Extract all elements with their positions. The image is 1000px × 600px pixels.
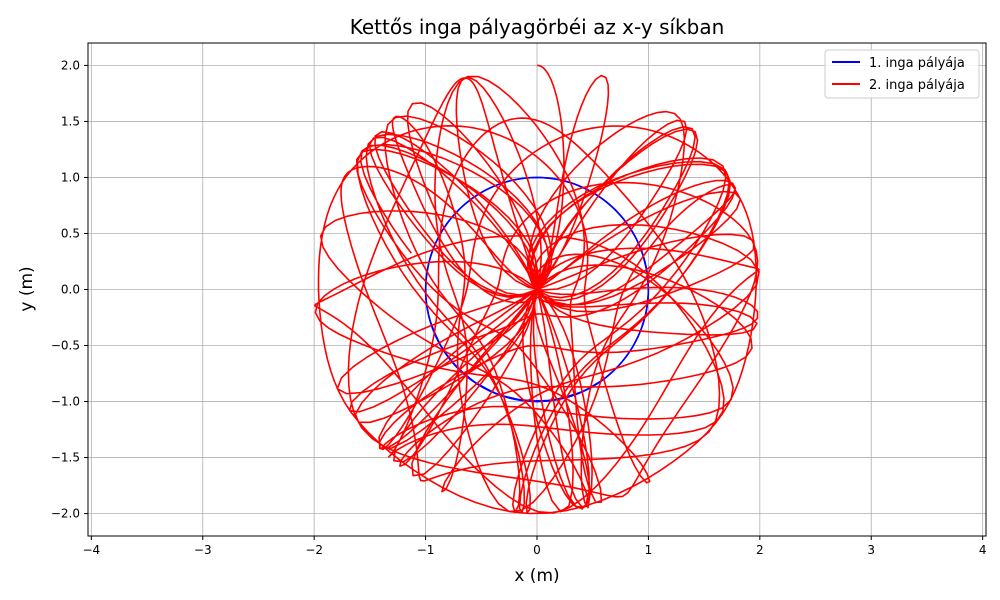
y-tick-label: −0.5 bbox=[51, 339, 80, 353]
y-tick-label: 2.0 bbox=[61, 58, 80, 72]
legend-box bbox=[824, 49, 980, 99]
y-tick-label: −2.0 bbox=[51, 507, 80, 521]
y-axis: −2.0 −1.5 −1.0 −0.5 0.0 0.5 1.0 1.5 2.0 bbox=[51, 58, 88, 521]
y-tick-label: 0.5 bbox=[61, 226, 80, 240]
x-tick-label: 2 bbox=[756, 543, 764, 557]
y-tick-label: 1.0 bbox=[61, 170, 80, 184]
y-axis-label: y (m) bbox=[17, 266, 37, 311]
legend-label-series-1: 1. inga pályája bbox=[869, 56, 965, 71]
series-1-trace bbox=[424, 176, 650, 403]
x-tick-label: 0 bbox=[533, 543, 541, 557]
x-tick-label: −4 bbox=[82, 543, 100, 557]
y-tick-label: −1.5 bbox=[51, 451, 80, 465]
x-tick-label: −2 bbox=[305, 543, 323, 557]
y-tick-label: −1.0 bbox=[51, 395, 80, 409]
x-axis-label: x (m) bbox=[514, 566, 559, 586]
series-2-line bbox=[314, 64, 760, 515]
chart-title: Kettős inga pályagörbéi az x-y síkban bbox=[350, 15, 725, 39]
y-tick-label: 1.5 bbox=[61, 114, 80, 128]
x-tick-label: 3 bbox=[867, 543, 875, 557]
x-axis: −4 −3 −2 −1 0 1 2 3 4 bbox=[82, 536, 986, 557]
series-group bbox=[314, 64, 760, 515]
x-tick-label: 1 bbox=[645, 543, 653, 557]
y-tick-label: 0.0 bbox=[61, 283, 80, 297]
x-tick-label: −3 bbox=[194, 543, 212, 557]
legend: 1. inga pályája 2. inga pályája bbox=[824, 49, 980, 99]
legend-label-series-2: 2. inga pályája bbox=[869, 78, 965, 93]
x-tick-label: −1 bbox=[417, 543, 435, 557]
x-tick-label: 4 bbox=[979, 543, 987, 557]
